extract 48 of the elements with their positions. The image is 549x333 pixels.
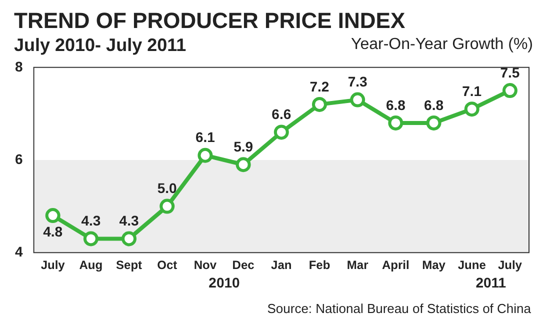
data-label: 4.8 — [43, 223, 63, 240]
chart-title: TREND OF PRODUCER PRICE INDEX — [13, 8, 406, 34]
data-label: 6.6 — [272, 106, 292, 122]
point — [83, 231, 98, 246]
text: 2010 — [208, 274, 240, 290]
y-tick-label: 8 — [14, 58, 23, 74]
x-tick-label: Feb — [308, 258, 330, 272]
data-label: 5.9 — [234, 138, 254, 154]
point — [45, 208, 60, 224]
point — [198, 148, 213, 163]
data-label: 4.3 — [81, 212, 101, 229]
text: 2011 — [476, 274, 506, 290]
data-label: 7.2 — [310, 78, 330, 94]
point — [426, 115, 442, 130]
x-tick-label: Nov — [194, 258, 217, 272]
y-tick-label: 4 — [14, 243, 23, 260]
data-label: 6.1 — [195, 129, 216, 146]
point — [312, 96, 327, 112]
x-tick-label: Mar — [346, 258, 369, 272]
x-tick-label: July — [498, 258, 522, 272]
x-tick-label: Oct — [157, 258, 178, 272]
y-axis-title: Year-On-Year Growth (%) — [351, 35, 533, 55]
point — [350, 92, 366, 108]
data-label: 6.8 — [386, 96, 406, 113]
x-tick-label: May — [422, 258, 446, 272]
x-tick-label: Sept — [116, 258, 142, 272]
data-label: 7.1 — [462, 82, 482, 99]
point — [122, 231, 137, 246]
x-tick-label: Dec — [232, 258, 255, 272]
data-label: 5.0 — [157, 180, 178, 196]
x-tick-label: June — [458, 258, 486, 272]
chart-subtitle: July 2010- July 2011 — [14, 34, 186, 56]
data-label: 6.8 — [424, 96, 444, 113]
source-note: Source: National Bureau of Statistics of China — [266, 301, 532, 316]
x-tick-label: Aug — [79, 258, 103, 272]
x-tick-label: July — [40, 258, 66, 272]
x-tick-label: April — [382, 258, 410, 272]
data-label: 7.3 — [348, 74, 368, 90]
data-label: 7.5 — [500, 64, 520, 80]
point — [464, 102, 480, 117]
point — [502, 83, 518, 98]
data-label: 4.3 — [119, 212, 139, 229]
point — [388, 115, 404, 130]
point — [160, 198, 175, 214]
point — [274, 124, 289, 140]
y-tick-label: 6 — [14, 150, 23, 167]
x-tick-label: Jan — [271, 258, 292, 272]
point — [236, 157, 251, 172]
